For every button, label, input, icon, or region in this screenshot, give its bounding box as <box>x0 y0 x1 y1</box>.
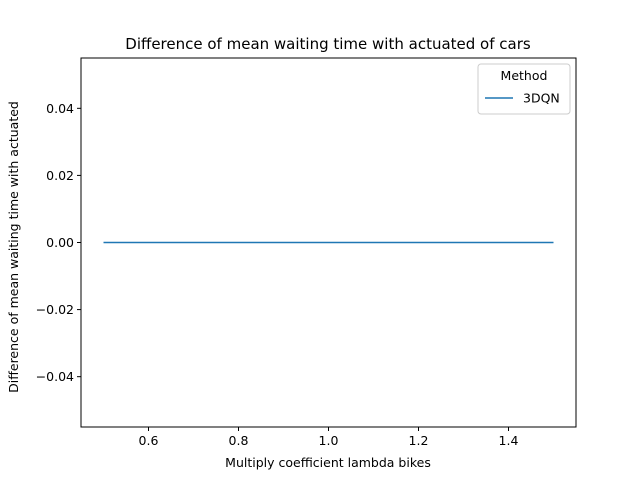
y-tick-label: −0.04 <box>36 369 74 384</box>
x-tick-label: 1.0 <box>319 433 339 448</box>
legend-entry-label: 3DQN <box>523 91 560 106</box>
y-axis-ticks: −0.04 −0.02 0.00 0.02 0.04 <box>36 101 81 384</box>
y-tick-label: −0.02 <box>36 302 74 317</box>
y-tick-label: 0.04 <box>46 101 74 116</box>
y-axis-label: Difference of mean waiting time with act… <box>6 101 21 393</box>
x-tick-label: 0.8 <box>229 433 249 448</box>
y-tick-label: 0.02 <box>46 168 74 183</box>
legend: Method 3DQN <box>477 63 571 115</box>
legend-box <box>477 63 571 115</box>
legend-title: Method <box>501 68 548 83</box>
y-tick-label: 0.00 <box>46 235 74 250</box>
x-axis-ticks: 0.6 0.8 1.0 1.2 1.4 <box>139 427 519 448</box>
x-tick-label: 1.4 <box>499 433 519 448</box>
x-tick-label: 1.2 <box>409 433 429 448</box>
x-axis-label: Multiply coefficient lambda bikes <box>225 455 431 470</box>
x-tick-label: 0.6 <box>139 433 159 448</box>
legend-entries: 3DQN <box>485 91 560 106</box>
chart-title: Difference of mean waiting time with act… <box>125 35 531 53</box>
